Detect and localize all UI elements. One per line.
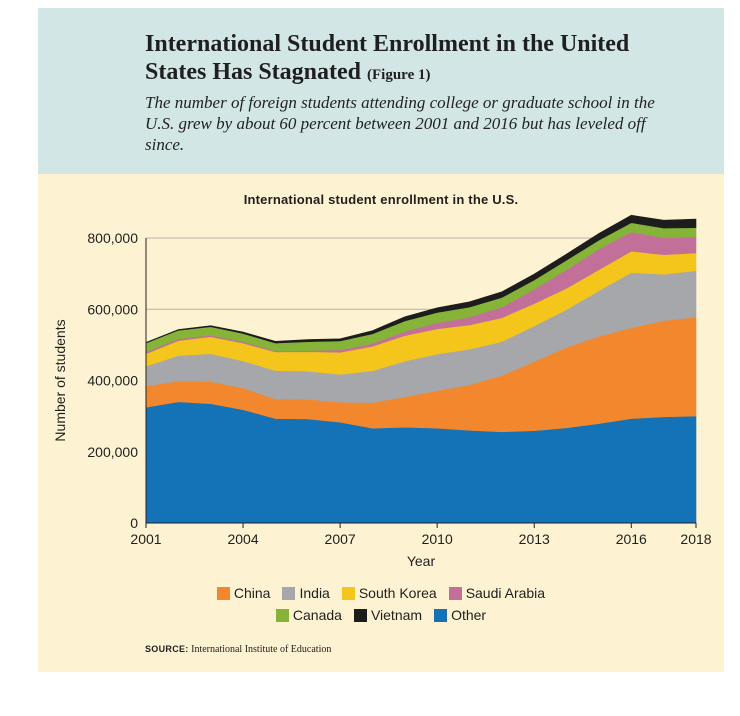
figure-subtitle: The number of foreign students attending…: [145, 93, 655, 154]
figure-title-text: International Student Enrollment in the …: [145, 31, 630, 85]
y-tick-label-3: 600,000: [87, 301, 138, 317]
legend-item-other: Other: [434, 607, 486, 623]
figure-card: International Student Enrollment in the …: [38, 8, 724, 672]
legend-item-saudi-arabia: Saudi Arabia: [448, 585, 546, 601]
legend-item-canada: Canada: [275, 607, 342, 623]
legend-swatch-vietnam: [353, 608, 367, 622]
series-area-vietnam: [145, 214, 697, 344]
x-tick-label-6: 2018: [680, 531, 711, 547]
legend-label-canada: Canada: [292, 607, 342, 623]
legend-swatch-china: [216, 586, 230, 600]
y-axis-title: Number of students: [52, 319, 68, 441]
legend-label-south-korea: South Korea: [358, 585, 437, 601]
figure-header: International Student Enrollment in the …: [38, 8, 724, 174]
legend-swatch-india: [282, 586, 296, 600]
legend-swatch-canada: [275, 608, 289, 622]
legend-swatch-other: [434, 608, 448, 622]
chart-legend: China India South Korea Saudi Arabia Canada V…: [38, 582, 724, 626]
x-tick-label-5: 2016: [616, 531, 647, 547]
figure-title: International Student Enrollment in the …: [145, 30, 685, 89]
legend-label-other: Other: [451, 607, 487, 623]
legend-item-south-korea: South Korea: [341, 585, 437, 601]
y-tick-label-2: 400,000: [87, 373, 138, 389]
figure-tag: (Figure 1): [367, 67, 431, 83]
legend-row-1: China India South Korea Saudi Arabia: [38, 582, 724, 604]
x-tick-label-3: 2010: [422, 531, 453, 547]
area-chart: 0 200,000 400,000 600,000 800,000 2001 2004 200…: [52, 214, 712, 569]
legend-row-2: Canada Vietnam Other: [38, 604, 724, 626]
legend-item-china: China: [216, 585, 271, 601]
x-tick-label-0: 2001: [130, 531, 161, 547]
y-tick-label-1: 200,000: [87, 444, 138, 460]
x-tick-label-1: 2004: [227, 531, 258, 547]
y-tick-label-0: 0: [130, 515, 138, 531]
legend-swatch-south-korea: [341, 586, 355, 600]
legend-item-vietnam: Vietnam: [353, 607, 423, 623]
legend-label-vietnam: Vietnam: [370, 607, 423, 623]
source-note: SOURCE: International Institute of Educa…: [145, 644, 331, 655]
source-text: International Institute of Education: [191, 644, 332, 655]
chart-title: International student enrollment in the …: [243, 192, 519, 207]
source-label: SOURCE:: [145, 644, 189, 654]
legend-item-india: India: [282, 585, 330, 601]
x-tick-label-2: 2007: [325, 531, 356, 547]
x-tick-label-4: 2013: [519, 531, 550, 547]
legend-label-saudi-arabia: Saudi Arabia: [465, 585, 546, 601]
legend-label-india: India: [299, 585, 330, 601]
legend-swatch-saudi-arabia: [448, 586, 462, 600]
legend-label-china: China: [233, 585, 271, 601]
x-axis-title: Year: [407, 553, 436, 569]
y-tick-label-4: 800,000: [87, 230, 138, 246]
